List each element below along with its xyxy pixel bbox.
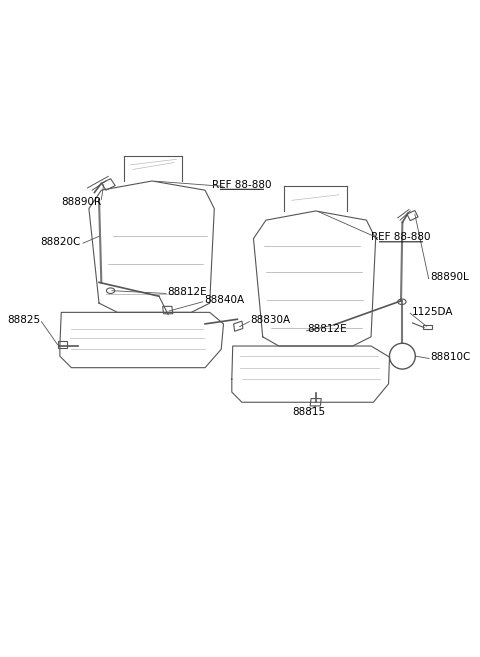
Text: 88890R: 88890R bbox=[61, 197, 101, 207]
Text: 88810C: 88810C bbox=[430, 352, 470, 362]
Text: 88820C: 88820C bbox=[40, 237, 81, 246]
Text: 88825: 88825 bbox=[7, 315, 40, 325]
Text: 88890L: 88890L bbox=[430, 272, 469, 282]
Text: 88815: 88815 bbox=[292, 407, 325, 417]
Text: 88812E: 88812E bbox=[307, 324, 347, 334]
Text: 88840A: 88840A bbox=[204, 295, 244, 305]
Text: 88830A: 88830A bbox=[250, 315, 290, 325]
Text: 1125DA: 1125DA bbox=[412, 307, 453, 317]
Text: 88812E: 88812E bbox=[167, 287, 207, 297]
Text: REF 88-880: REF 88-880 bbox=[371, 232, 431, 242]
Text: REF 88-880: REF 88-880 bbox=[212, 180, 272, 190]
